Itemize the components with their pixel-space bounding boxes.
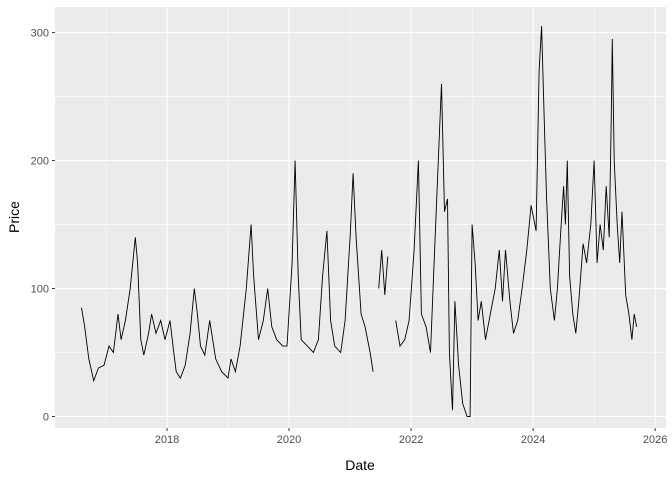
plot-panel xyxy=(55,7,666,428)
y-tick-label: 100 xyxy=(31,284,49,296)
price-line xyxy=(81,26,638,417)
y-tick-label: 200 xyxy=(31,156,49,168)
gridlines xyxy=(55,7,666,428)
x-axis: 2018 2020 2022 2024 2026 xyxy=(155,428,667,446)
y-tick-label: 0 xyxy=(43,411,49,423)
y-axis-title: Price xyxy=(6,201,22,233)
x-tick-label: 2026 xyxy=(643,434,667,446)
x-tick-label: 2024 xyxy=(521,434,545,446)
x-tick-label: 2020 xyxy=(277,434,301,446)
x-axis-title: Date xyxy=(345,457,375,473)
x-tick-label: 2018 xyxy=(155,434,179,446)
x-tick-label: 2022 xyxy=(399,434,423,446)
y-tick-label: 300 xyxy=(31,28,49,40)
y-axis: 0 100 200 300 xyxy=(31,28,55,423)
